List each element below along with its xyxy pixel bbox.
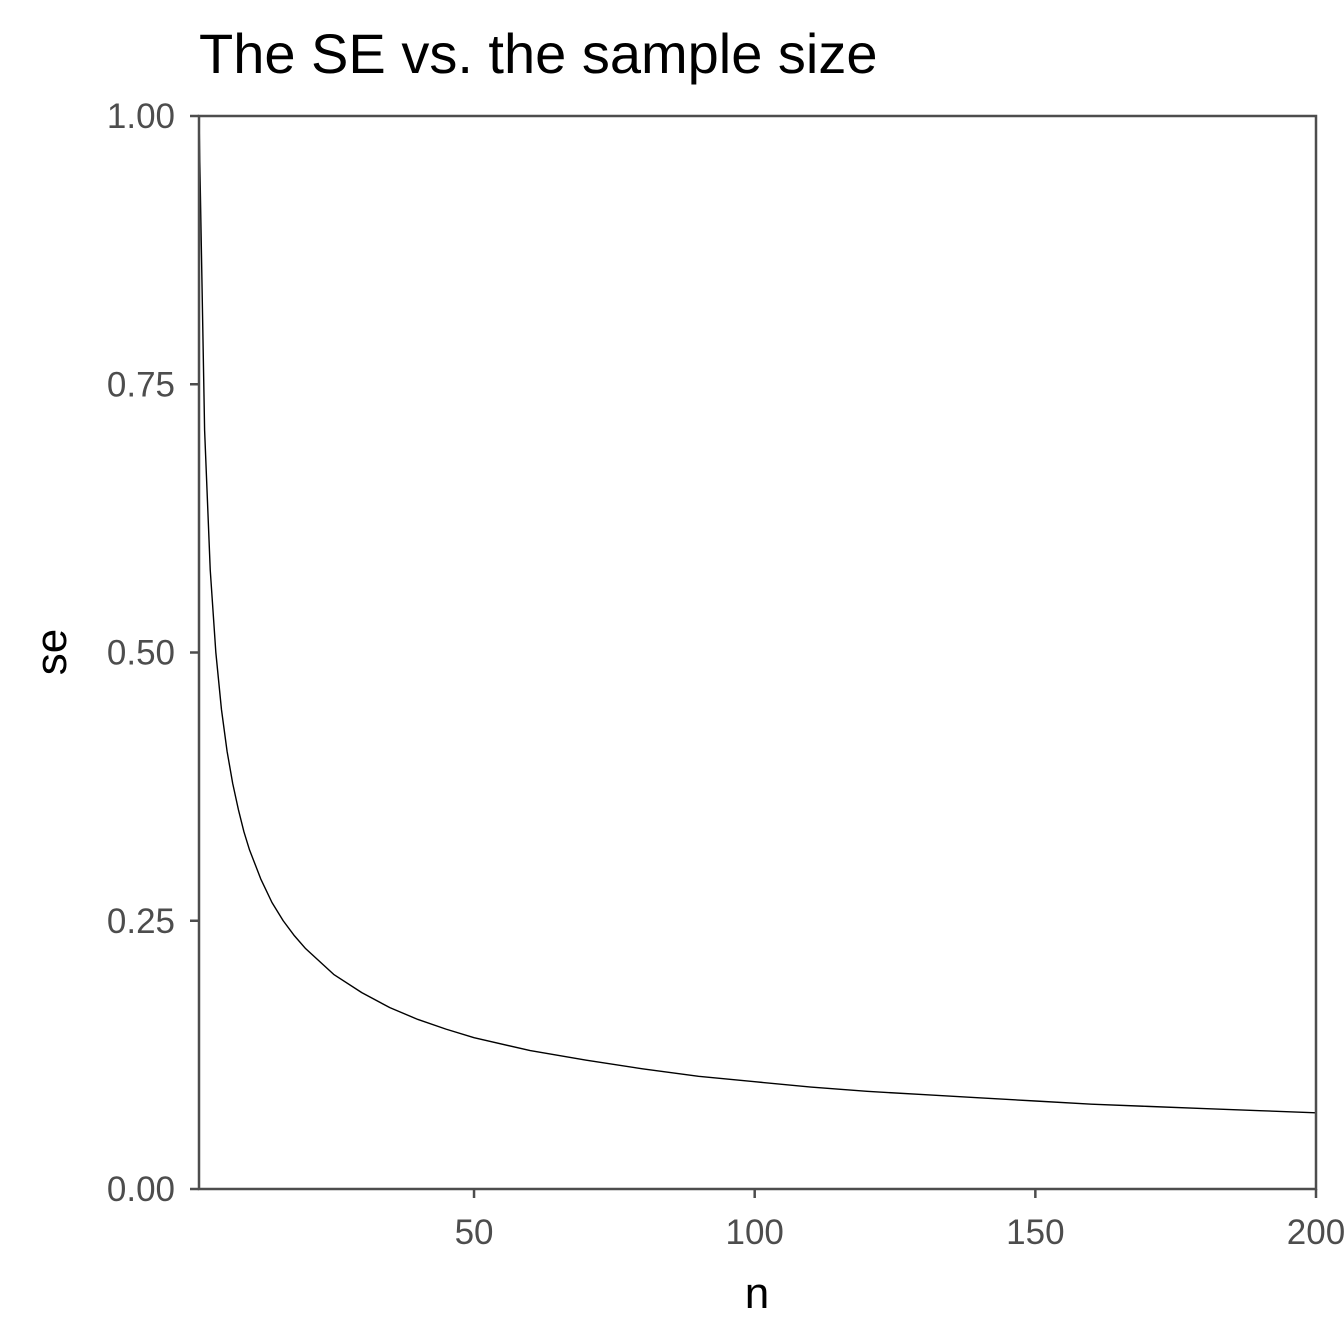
x-tick-label: 150 (1006, 1213, 1064, 1252)
chart-title: The SE vs. the sample size (199, 22, 878, 85)
y-tick-label: 1.00 (107, 97, 175, 136)
x-axis-ticks: 50 100 150 200 (455, 1189, 1344, 1252)
se-curve-line (199, 116, 1316, 1114)
plot-panel-border (197, 114, 1318, 1191)
y-tick-label: 0.25 (107, 902, 175, 941)
y-axis-ticks: 0.00 0.25 0.50 0.75 1.00 (107, 97, 199, 1209)
x-axis-title: n (745, 1269, 769, 1318)
y-tick-label: 0.00 (107, 1170, 175, 1209)
y-axis-title: se (27, 629, 76, 675)
x-tick-label: 200 (1287, 1213, 1344, 1252)
x-tick-label: 100 (725, 1213, 783, 1252)
x-tick-label: 50 (455, 1213, 494, 1252)
y-tick-label: 0.75 (107, 365, 175, 404)
series-layer (199, 116, 1316, 1114)
y-tick-label: 0.50 (107, 634, 175, 673)
